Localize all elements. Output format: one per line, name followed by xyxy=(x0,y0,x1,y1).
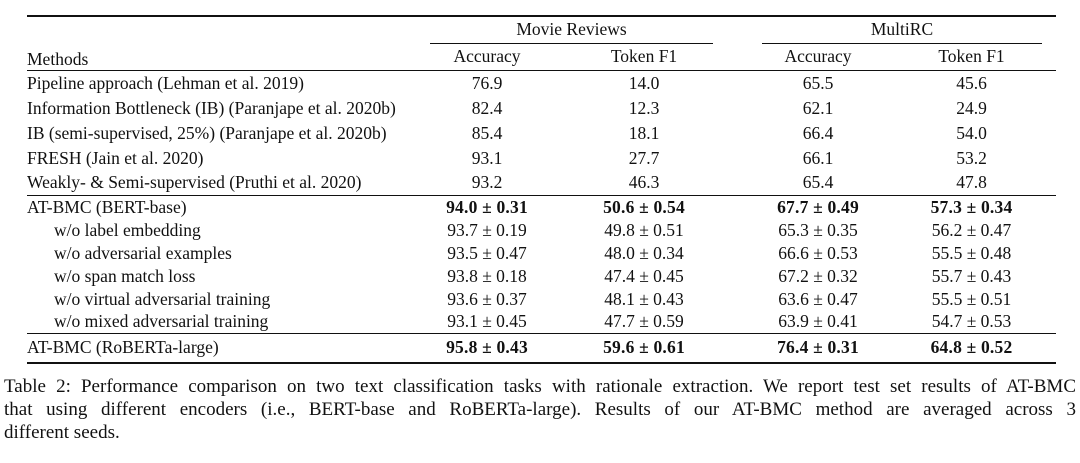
value-cell: 63.9 ± 0.41 xyxy=(778,311,858,332)
method-cell: AT-BMC (RoBERTa-large) xyxy=(27,337,219,358)
value-cell: 54.7 ± 0.53 xyxy=(931,311,1012,332)
movie-reviews-label: Movie Reviews xyxy=(516,19,627,39)
value-cell: 67.2 ± 0.32 xyxy=(778,265,858,286)
value-cell: 67.7 ± 0.49 xyxy=(777,196,859,217)
baselines-section: Pipeline approach (Lehman et al. 2019) 7… xyxy=(27,70,1056,196)
value-cell: 95.8 ± 0.43 xyxy=(446,337,528,358)
value-cell: 65.3 ± 0.35 xyxy=(778,219,858,240)
method-cell: IB (semi-supervised, 25%) (Paranjape et … xyxy=(27,122,387,143)
table-row: w/o adversarial examples 93.5 ± 0.47 48.… xyxy=(27,242,1056,265)
method-cell: FRESH (Jain et al. 2020) xyxy=(27,147,204,168)
group-movie-reviews: Movie Reviews xyxy=(415,16,729,44)
methods-label: Methods xyxy=(27,49,89,69)
value-cell: 54.0 xyxy=(956,122,987,143)
table-row: w/o mixed adversarial training 93.1 ± 0.… xyxy=(27,311,1056,334)
value-cell: 93.8 ± 0.18 xyxy=(447,265,527,286)
value-cell: 76.4 ± 0.31 xyxy=(777,337,859,358)
table-row: Information Bottleneck (IB) (Paranjape e… xyxy=(27,96,1056,121)
value-cell: 93.1 xyxy=(471,147,503,168)
value-cell: 48.1 ± 0.43 xyxy=(604,288,684,309)
value-cell: 47.8 xyxy=(956,172,987,193)
group-header-row: Methods Movie Reviews MultiRC xyxy=(27,16,1056,69)
mr-tokenf1-header: Token F1 xyxy=(559,44,729,71)
value-cell: 76.9 xyxy=(471,72,503,93)
methods-column-header: Methods xyxy=(27,16,415,71)
value-cell: 62.1 xyxy=(802,97,834,118)
table-header: Methods Movie Reviews MultiRC Accuracy T… xyxy=(27,16,1056,71)
value-cell: 55.5 ± 0.48 xyxy=(931,242,1012,263)
value-cell: 63.6 ± 0.47 xyxy=(778,288,858,309)
method-cell: w/o mixed adversarial training xyxy=(54,311,269,332)
at-bmc-roberta-section: AT-BMC (RoBERTa-large) 95.8 ± 0.43 59.6 … xyxy=(27,333,1056,363)
multirc-accuracy-header: Accuracy xyxy=(729,44,907,71)
value-cell: 53.2 xyxy=(956,147,987,168)
value-cell: 45.6 xyxy=(956,72,987,93)
value-cell: 49.8 ± 0.51 xyxy=(604,219,684,240)
value-cell: 46.3 xyxy=(628,172,660,193)
caption-line: different seeds. xyxy=(4,421,120,443)
method-cell: w/o label embedding xyxy=(54,219,201,240)
table-row: AT-BMC (BERT-base) 94.0 ± 0.31 50.6 ± 0.… xyxy=(27,196,1056,219)
column-header-row: Accuracy Token F1 Accuracy Token F1 xyxy=(27,44,1056,71)
value-cell: 82.4 xyxy=(471,97,503,118)
multirc-label: MultiRC xyxy=(870,19,934,39)
table-row: w/o span match loss 93.8 ± 0.18 47.4 ± 0… xyxy=(27,265,1056,288)
value-cell: 12.3 xyxy=(628,97,660,118)
value-cell: 66.4 xyxy=(802,122,834,143)
table-row: FRESH (Jain et al. 2020) 93.1 27.7 66.1 … xyxy=(27,146,1056,171)
caption-line: Table 2: Performance comparison on two t… xyxy=(4,375,1076,397)
value-cell: 65.5 xyxy=(802,72,834,93)
value-cell: 57.3 ± 0.34 xyxy=(930,196,1013,217)
value-cell: 59.6 ± 0.61 xyxy=(603,337,685,358)
value-cell: 93.5 ± 0.47 xyxy=(447,242,527,263)
value-cell: 27.7 xyxy=(628,147,660,168)
value-cell: 18.1 xyxy=(628,122,660,143)
table-row: Weakly- & Semi-supervised (Pruthi et al.… xyxy=(27,171,1056,196)
multirc-tokenf1-header: Token F1 xyxy=(907,44,1056,71)
value-cell: 93.2 xyxy=(471,172,503,193)
value-cell: 55.5 ± 0.51 xyxy=(931,288,1012,309)
value-cell: 24.9 xyxy=(956,97,987,118)
value-cell: 65.4 xyxy=(802,172,834,193)
value-cell: 55.7 ± 0.43 xyxy=(931,265,1012,286)
group-multirc: MultiRC xyxy=(729,16,1056,44)
multirc-cmidrule: MultiRC xyxy=(762,17,1042,44)
results-table: Methods Movie Reviews MultiRC Accuracy T… xyxy=(27,15,1056,364)
method-cell: w/o adversarial examples xyxy=(54,242,232,263)
value-cell: 14.0 xyxy=(628,72,660,93)
value-cell: 47.7 ± 0.59 xyxy=(604,311,684,332)
table-row: Pipeline approach (Lehman et al. 2019) 7… xyxy=(27,71,1056,96)
table-row: w/o virtual adversarial training 93.6 ± … xyxy=(27,288,1056,311)
value-cell: 93.6 ± 0.37 xyxy=(447,288,527,309)
movie-reviews-cmidrule: Movie Reviews xyxy=(430,17,713,44)
value-cell: 66.1 xyxy=(802,147,834,168)
value-cell: 93.1 ± 0.45 xyxy=(447,311,527,332)
value-cell: 47.4 ± 0.45 xyxy=(604,265,684,286)
at-bmc-bert-section: AT-BMC (BERT-base) 94.0 ± 0.31 50.6 ± 0.… xyxy=(27,195,1056,334)
value-cell: 94.0 ± 0.31 xyxy=(446,196,528,217)
method-cell: Weakly- & Semi-supervised (Pruthi et al.… xyxy=(27,172,362,193)
value-cell: 50.6 ± 0.54 xyxy=(603,196,685,217)
paper-table-page: Methods Movie Reviews MultiRC Accuracy T… xyxy=(0,15,1080,463)
method-cell: w/o virtual adversarial training xyxy=(54,288,271,309)
method-cell: Information Bottleneck (IB) (Paranjape e… xyxy=(27,97,396,118)
value-cell: 93.7 ± 0.19 xyxy=(447,219,527,240)
method-cell: Pipeline approach (Lehman et al. 2019) xyxy=(27,72,304,93)
table-row: AT-BMC (RoBERTa-large) 95.8 ± 0.43 59.6 … xyxy=(27,334,1056,363)
table-row: w/o label embedding 93.7 ± 0.19 49.8 ± 0… xyxy=(27,219,1056,242)
mr-accuracy-header: Accuracy xyxy=(415,44,559,71)
method-cell: w/o span match loss xyxy=(54,265,196,286)
method-cell: AT-BMC (BERT-base) xyxy=(27,196,187,217)
caption-line: that using different encoders (i.e., BER… xyxy=(4,398,1076,420)
value-cell: 85.4 xyxy=(471,122,503,143)
value-cell: 56.2 ± 0.47 xyxy=(931,219,1012,240)
table-caption: Table 2: Performance comparison on two t… xyxy=(4,375,1076,444)
table-row: IB (semi-supervised, 25%) (Paranjape et … xyxy=(27,121,1056,146)
value-cell: 64.8 ± 0.52 xyxy=(930,337,1013,358)
value-cell: 66.6 ± 0.53 xyxy=(778,242,858,263)
value-cell: 48.0 ± 0.34 xyxy=(604,242,684,263)
